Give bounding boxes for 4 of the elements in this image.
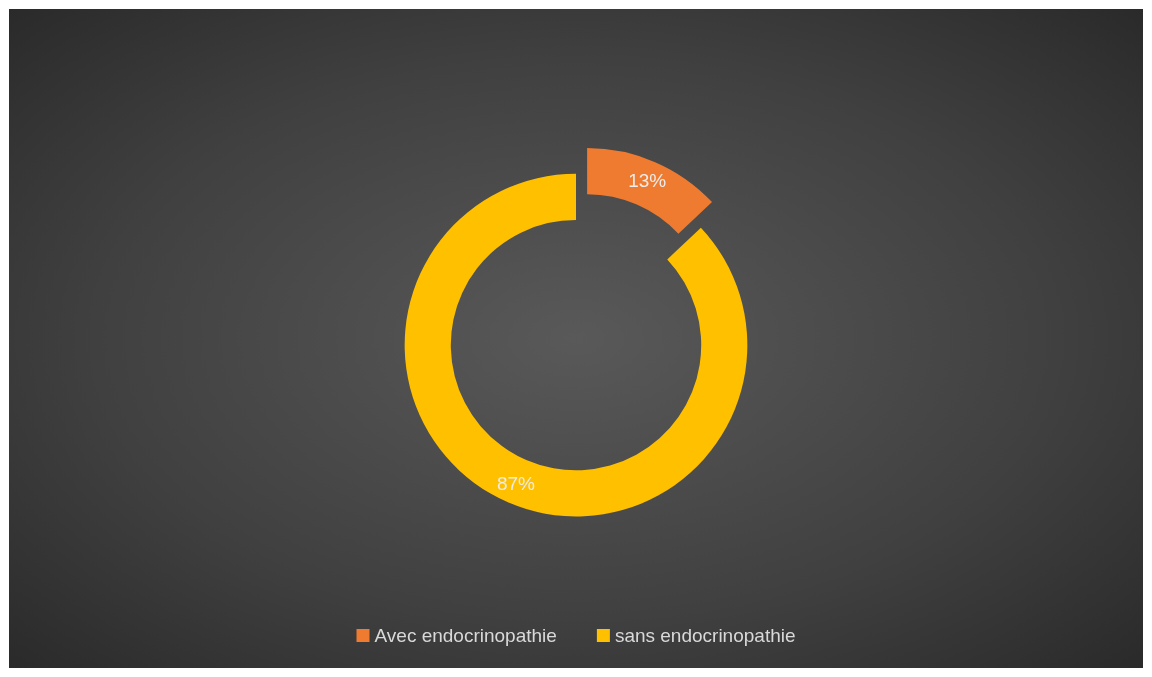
data-label: 13% xyxy=(628,170,667,192)
legend-label: sans endocrinopathie xyxy=(614,625,796,646)
data-label: 87% xyxy=(496,473,536,495)
legend-label: Avec endocrinopathie xyxy=(374,625,557,646)
